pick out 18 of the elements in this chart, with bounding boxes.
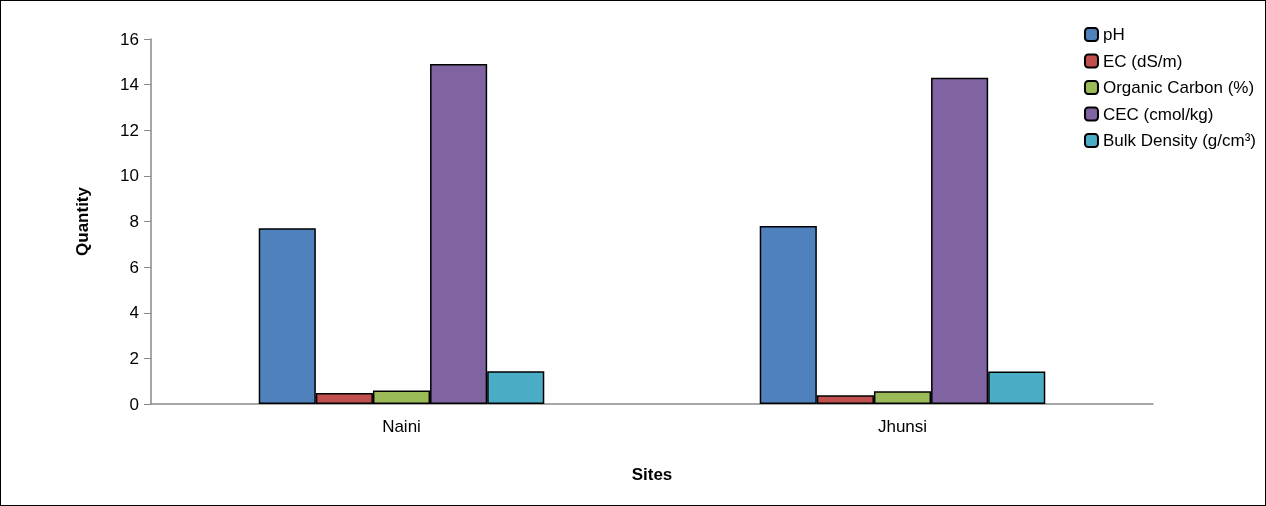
legend-label: CEC (cmol/kg) bbox=[1102, 104, 1214, 124]
y-tick-label: 0 bbox=[129, 394, 139, 414]
legend-label: EC (dS/m) bbox=[1102, 51, 1183, 71]
y-tick-label: 16 bbox=[120, 29, 139, 49]
x-tick-label: Jhunsi bbox=[877, 417, 928, 436]
y-tick-label: 4 bbox=[129, 303, 139, 323]
legend-label: pH bbox=[1102, 25, 1125, 44]
legend-label: Organic Carbon (%) bbox=[1102, 78, 1255, 97]
x-axis-title: Sites bbox=[631, 465, 673, 484]
y-tick-label: 8 bbox=[129, 212, 139, 231]
y-tick-label: 14 bbox=[120, 75, 139, 95]
y-tick-label: 2 bbox=[129, 348, 139, 368]
x-tick-label: Naini bbox=[382, 417, 421, 436]
y-tick-label: 12 bbox=[120, 120, 139, 140]
legend-label: Bulk Density (g/cm³) bbox=[1102, 131, 1257, 150]
y-axis-title: Quantity bbox=[73, 186, 92, 256]
y-tick-label: 6 bbox=[129, 257, 139, 277]
y-tick-label: 10 bbox=[120, 166, 139, 186]
